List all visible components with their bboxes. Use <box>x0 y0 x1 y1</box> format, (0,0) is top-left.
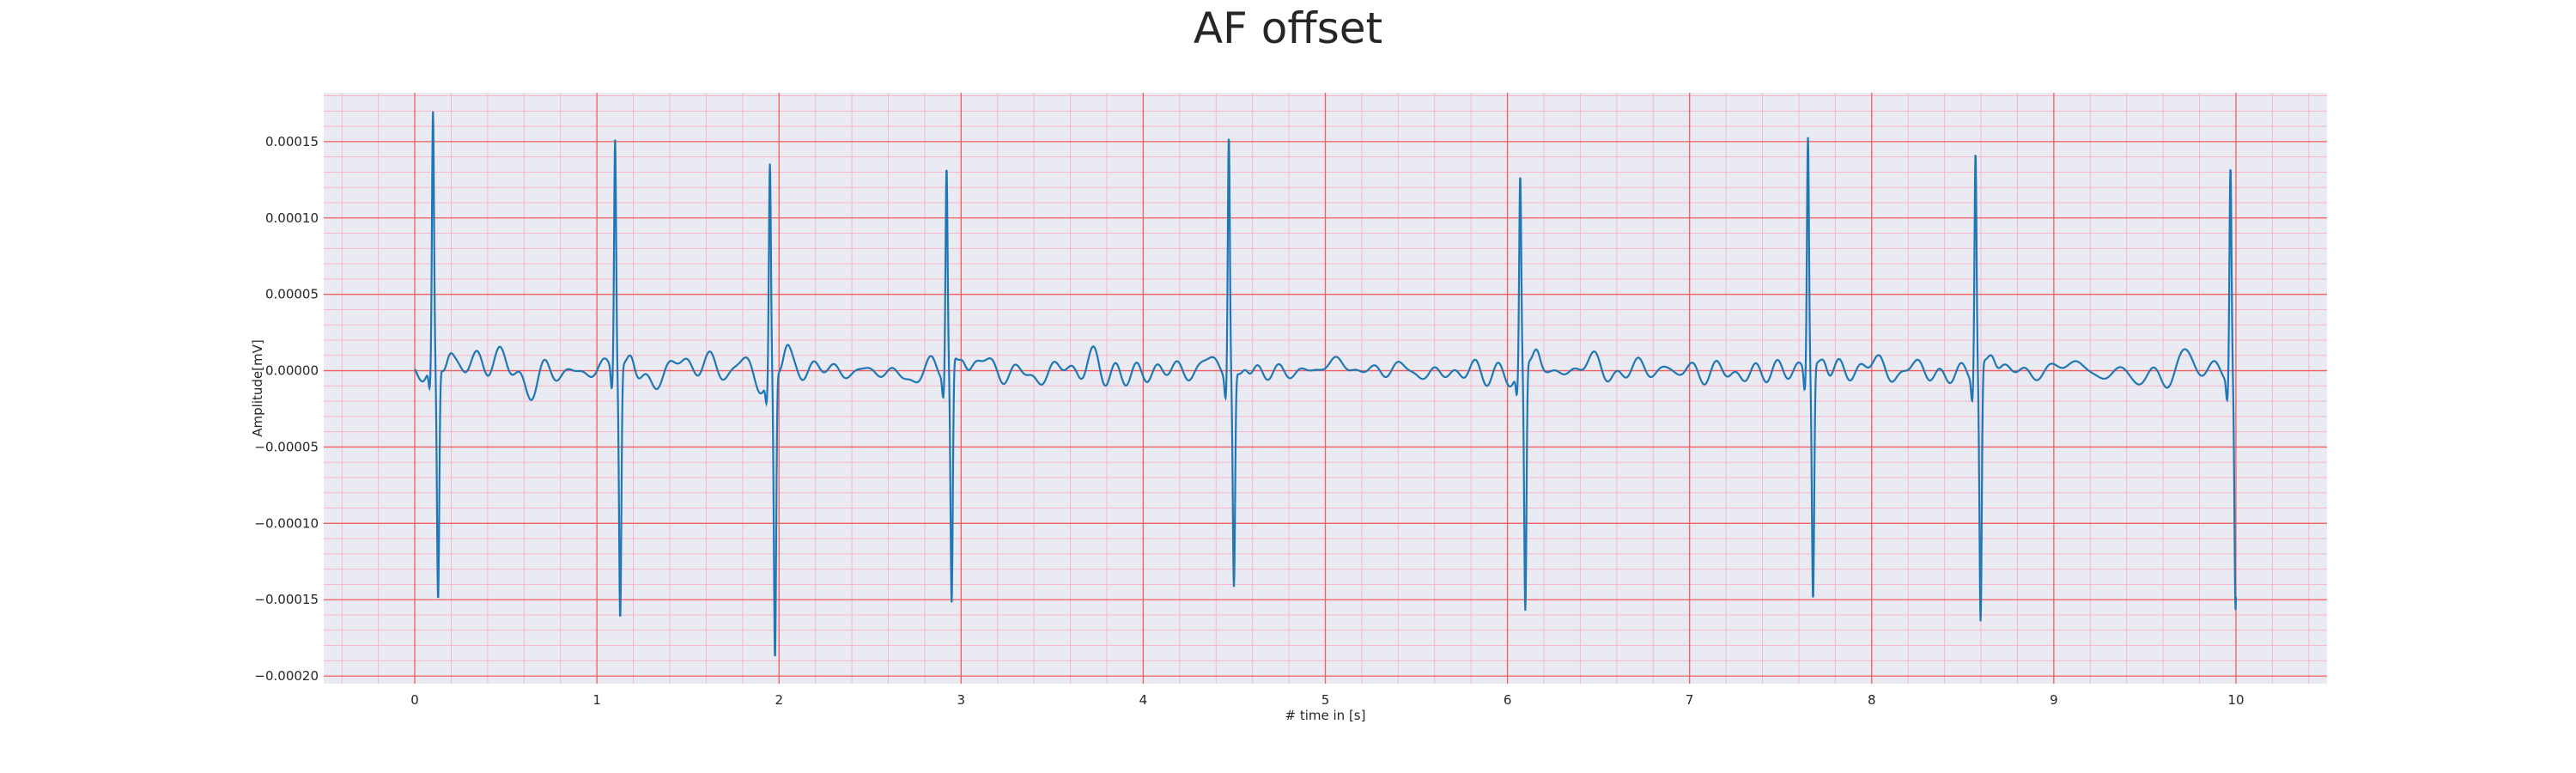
x-tick-label: 2 <box>775 692 783 708</box>
chart-title: AF offset <box>1193 3 1383 53</box>
major-grid <box>324 93 2327 684</box>
y-tick-label: −0.00020 <box>254 668 319 684</box>
y-tick-label: 0.00010 <box>265 210 319 226</box>
x-tick-label: 1 <box>592 692 601 708</box>
y-tick-label: −0.00005 <box>254 439 319 454</box>
x-tick-label: 0 <box>410 692 419 708</box>
y-tick-label: 0.00005 <box>265 287 319 302</box>
x-axis-label: # time in [s] <box>1285 708 1366 723</box>
x-tick-label: 8 <box>1868 692 1876 708</box>
x-tick-label: 9 <box>2050 692 2058 708</box>
x-tick-label: 10 <box>2227 692 2244 708</box>
x-axis-ticks: 0 1 2 3 4 5 6 7 8 9 10 <box>410 692 2244 708</box>
x-tick-label: 5 <box>1321 692 1330 708</box>
y-tick-label: −0.00015 <box>254 592 319 607</box>
x-tick-label: 4 <box>1139 692 1148 708</box>
series-line <box>414 111 2238 657</box>
y-tick-label: 0.00000 <box>265 363 319 379</box>
y-tick-label: 0.00015 <box>265 134 319 149</box>
x-tick-label: 6 <box>1504 692 1512 708</box>
y-tick-label: −0.00010 <box>254 515 319 531</box>
x-tick-label: 7 <box>1686 692 1694 708</box>
x-tick-label: 3 <box>957 692 966 708</box>
y-axis-ticks: 0.00015 0.00010 0.00005 0.00000 −0.00005 −0.0… <box>254 134 319 684</box>
y-axis-label: Amplitude[mV] <box>250 339 265 436</box>
